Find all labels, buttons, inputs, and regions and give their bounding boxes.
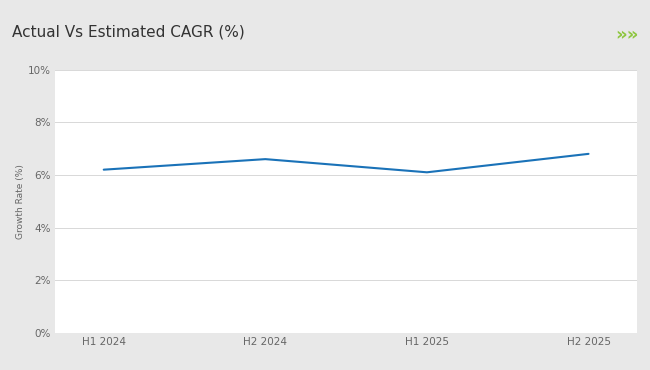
- Y-axis label: Growth Rate (%): Growth Rate (%): [16, 164, 25, 239]
- Text: »»: »»: [615, 27, 638, 44]
- Text: Actual Vs Estimated CAGR (%): Actual Vs Estimated CAGR (%): [12, 24, 244, 39]
